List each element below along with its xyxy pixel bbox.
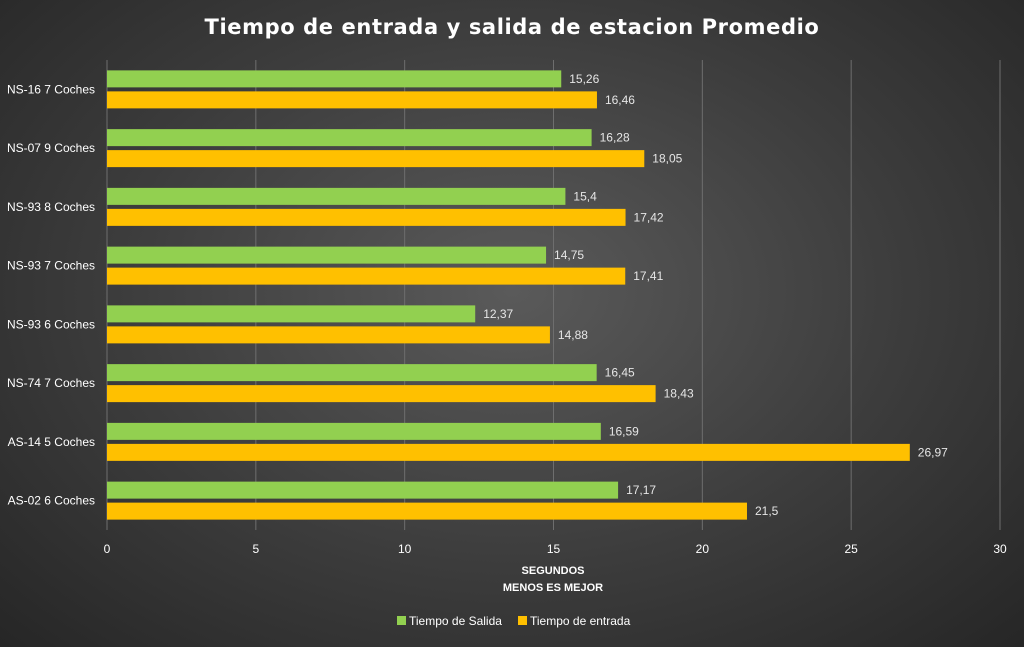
bar (107, 91, 597, 109)
data-label: 12,37 (483, 307, 513, 321)
data-label: 17,42 (634, 210, 664, 224)
bar (107, 150, 645, 168)
category-label: AS-14 5 Coches (8, 435, 95, 449)
data-label: 26,97 (918, 445, 948, 459)
bar (107, 267, 626, 285)
legend-swatch (518, 616, 527, 625)
data-label: 17,41 (633, 269, 663, 283)
data-label: 14,88 (558, 328, 588, 342)
legend-label: Tiempo de entrada (530, 614, 631, 628)
bar (107, 443, 910, 461)
x-axis-title: SEGUNDOS (522, 565, 585, 577)
tick-labels: 0 5 10 15 20 25 30 (104, 542, 1007, 556)
category-label: NS-93 7 Coches (7, 259, 95, 273)
data-label: 16,28 (600, 131, 630, 145)
x-tick-label: 0 (104, 542, 111, 556)
bar (107, 502, 747, 520)
x-tick-label: 25 (844, 542, 858, 556)
x-tick-label: 15 (547, 542, 561, 556)
bar (107, 129, 592, 147)
data-label: 15,26 (569, 72, 599, 86)
bar (107, 481, 619, 499)
bar (107, 208, 626, 226)
data-label: 18,05 (652, 152, 682, 166)
bar (107, 305, 476, 323)
x-tick-label: 30 (993, 542, 1007, 556)
x-axis-subtitle: MENOS ES MEJOR (503, 582, 603, 594)
data-label: 21,5 (755, 504, 779, 518)
chart-title: Tiempo de entrada y salida de estacion P… (205, 15, 820, 39)
data-label: 16,46 (605, 93, 635, 107)
data-label: 17,17 (626, 483, 656, 497)
category-label: NS-16 7 Coches (7, 82, 95, 96)
bar (107, 70, 562, 88)
bar (107, 364, 597, 382)
bar (107, 326, 550, 344)
data-label: 18,43 (664, 387, 694, 401)
bar (107, 422, 601, 440)
x-tick-label: 5 (252, 542, 259, 556)
bar (107, 187, 566, 205)
x-tick-label: 10 (398, 542, 412, 556)
category-label: NS-93 6 Coches (7, 317, 95, 331)
bar (107, 385, 656, 403)
bars: 15,26 16,46 16,28 18,05 15,4 17,42 14,75 17,41 1… (107, 70, 948, 520)
bar (107, 246, 547, 264)
category-labels: NS-16 7 Coches NS-07 9 Coches NS-93 8 Coch… (7, 82, 95, 507)
legend: Tiempo de Salida Tiempo de entrada (397, 614, 631, 628)
data-label: 16,59 (609, 424, 639, 438)
x-tick-label: 20 (696, 542, 710, 556)
legend-label: Tiempo de Salida (409, 614, 502, 628)
category-label: NS-07 9 Coches (7, 141, 95, 155)
data-label: 16,45 (605, 366, 635, 380)
legend-swatch (397, 616, 406, 625)
category-label: NS-93 8 Coches (7, 200, 95, 214)
data-label: 14,75 (554, 248, 584, 262)
category-label: AS-02 6 Coches (8, 494, 95, 508)
data-label: 15,4 (573, 189, 597, 203)
category-label: NS-74 7 Coches (7, 376, 95, 390)
